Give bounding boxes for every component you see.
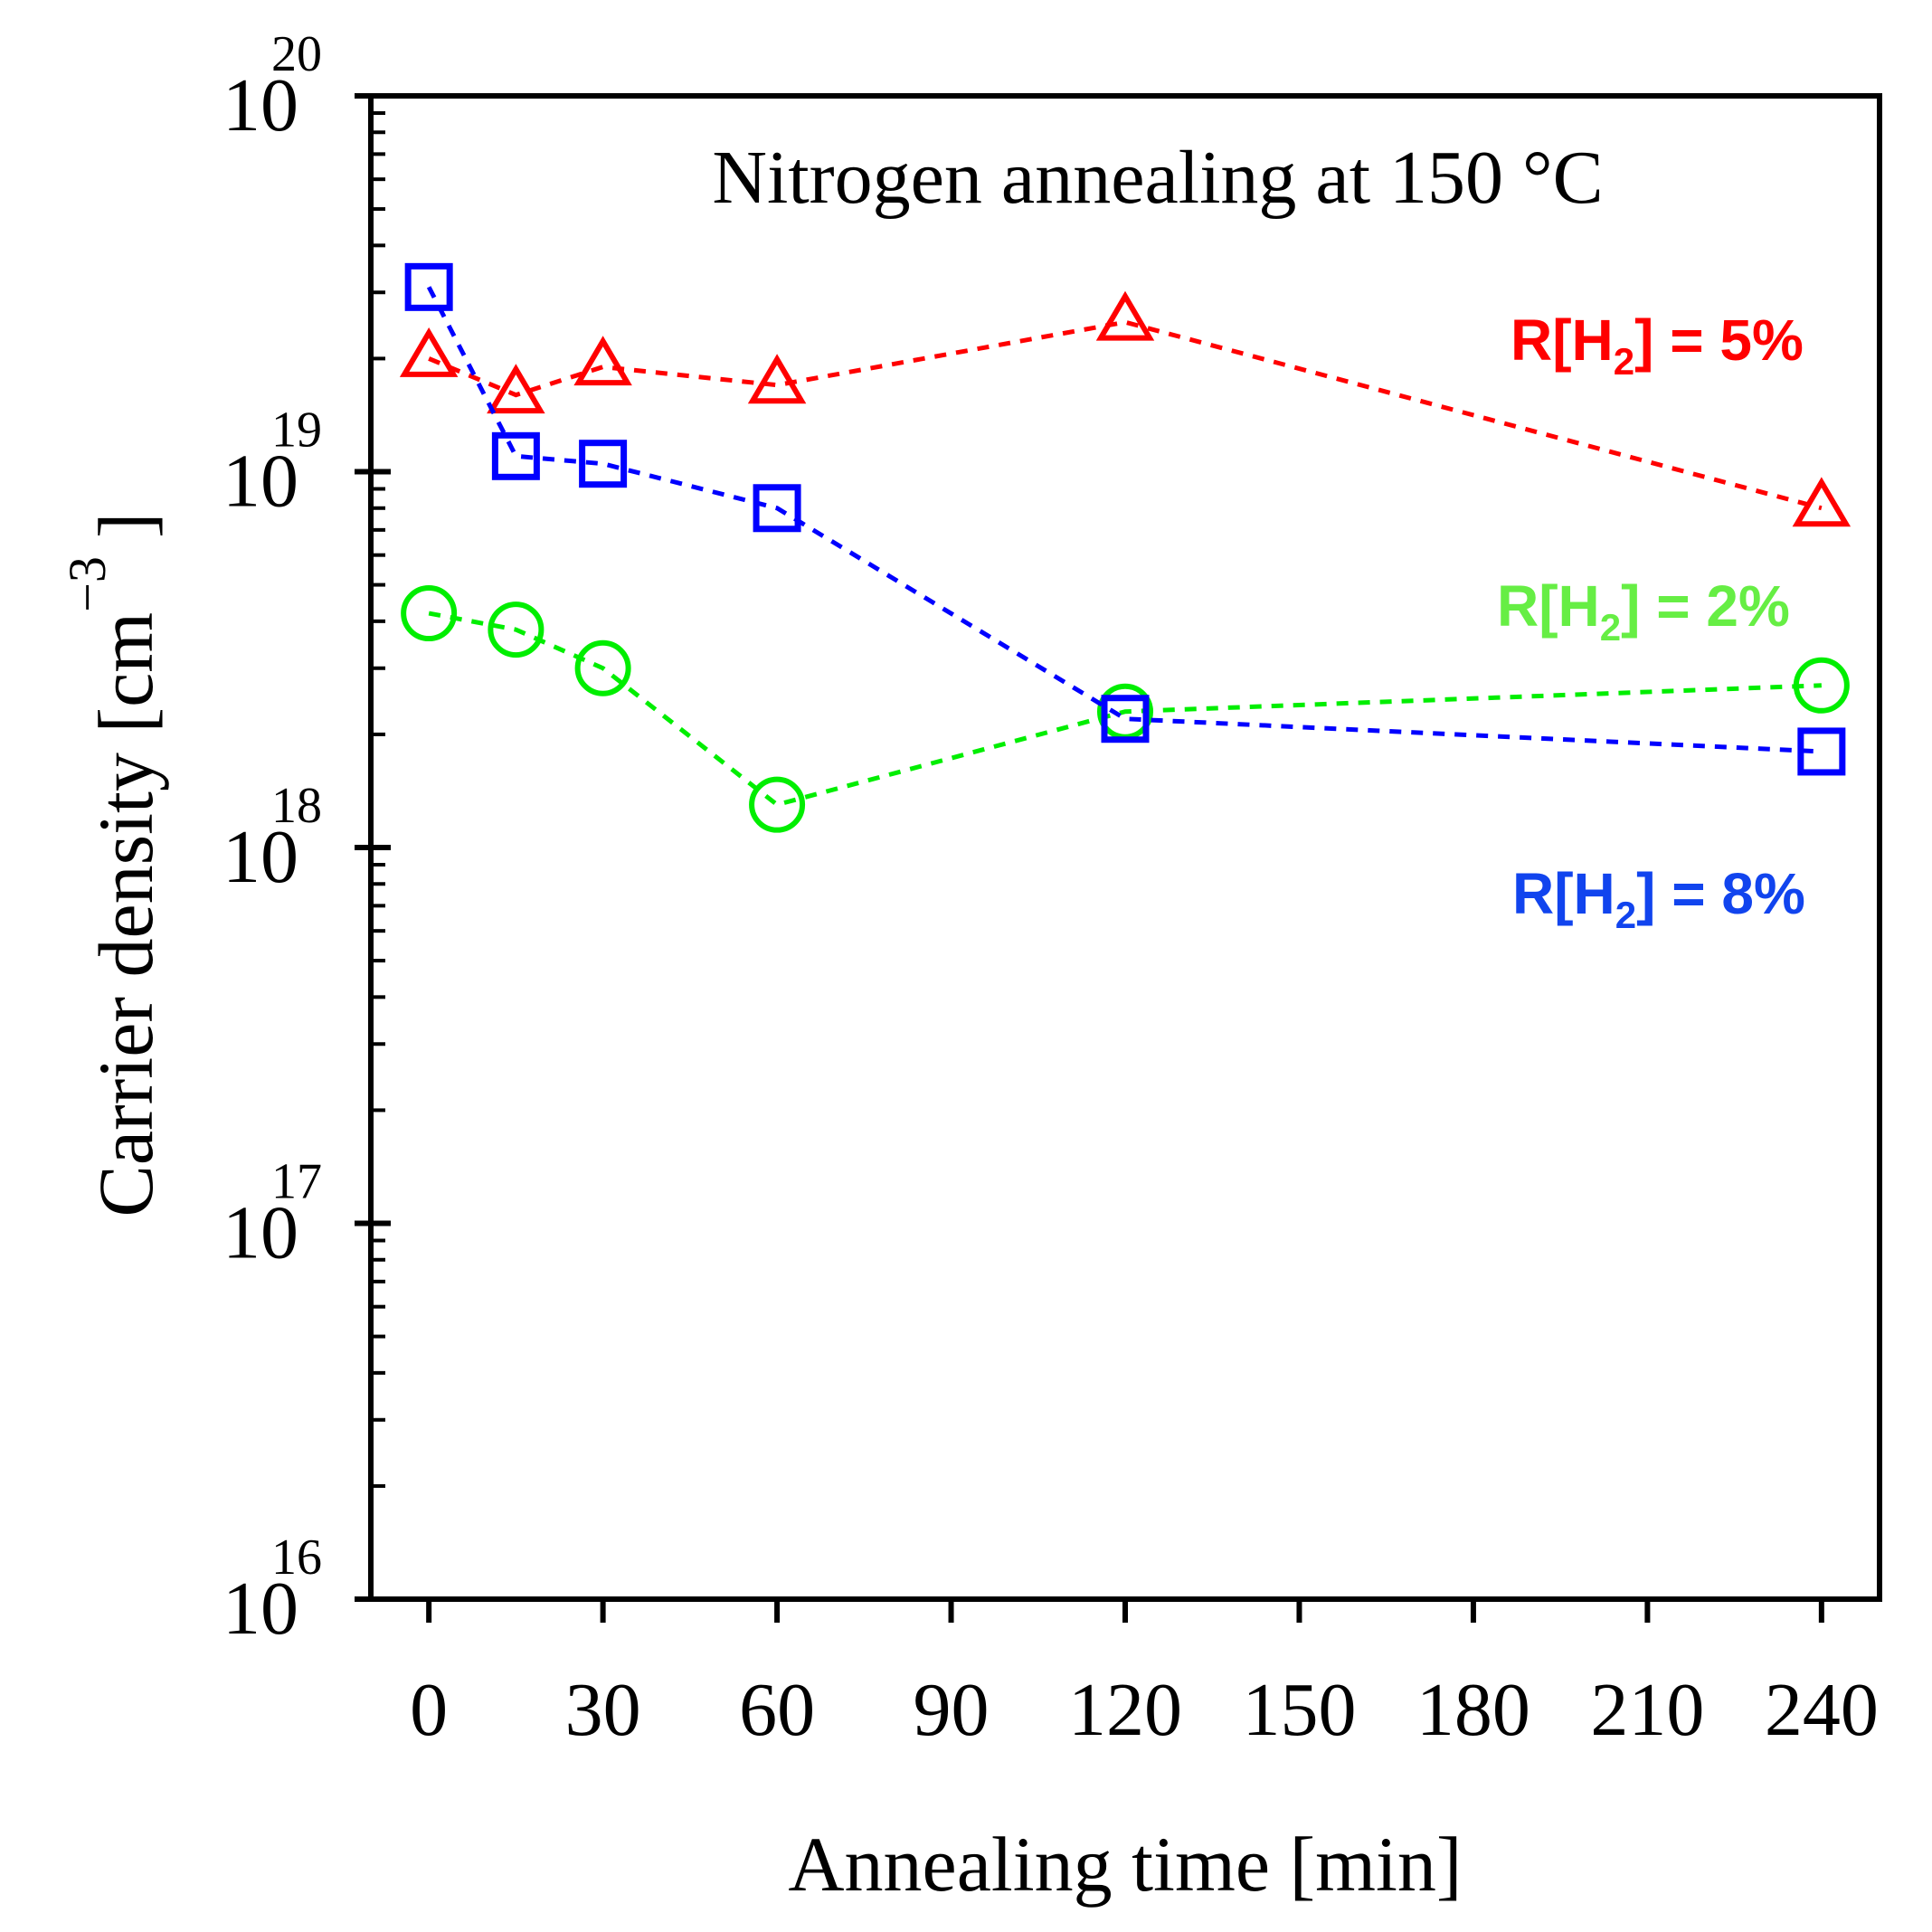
- y-tick-exponent: 16: [271, 1530, 322, 1586]
- y-tick-exponent: 18: [271, 778, 322, 834]
- data-point-square: [404, 262, 453, 311]
- y-tick-label: 10: [223, 1567, 298, 1651]
- data-point-circle: [749, 776, 806, 833]
- data-point-circle: [488, 601, 545, 658]
- x-tick-label: 0: [410, 1668, 448, 1752]
- x-axis-label: Annealing time [min]: [788, 1821, 1462, 1908]
- y-axis-label-exponent: −3: [58, 556, 117, 612]
- data-point-square: [1797, 727, 1846, 776]
- y-tick-label: 10: [223, 815, 298, 899]
- y-tick-exponent: 19: [271, 402, 322, 459]
- series-layer: [399, 262, 1852, 833]
- y-tick-label: 10: [223, 440, 298, 524]
- x-tick-labels: 0 30 60 90 120 150 180 210 240: [410, 1668, 1879, 1752]
- data-point-triangle: [1095, 290, 1155, 341]
- data-point-triangle: [1792, 477, 1852, 527]
- y-tick-exponent: 20: [271, 26, 322, 82]
- data-point-square: [753, 484, 801, 533]
- y-tick-base: 10: [223, 1191, 298, 1275]
- data-point-circle: [574, 639, 631, 696]
- y-axis-label-main: Carrier density [cm: [82, 612, 169, 1217]
- data-point-square: [491, 431, 540, 480]
- series-line: [426, 286, 1822, 754]
- chart-title: Nitrogen annealing at 150 °C: [712, 136, 1603, 220]
- series-label-5pct: R[H2] = 5%: [1511, 308, 1804, 383]
- data-point-square: [579, 440, 628, 488]
- series-label-2pct: R[H2] = 2%: [1497, 573, 1790, 649]
- x-tick-label: 30: [565, 1668, 641, 1752]
- y-axis-label: Carrier density [cm−3]: [58, 512, 169, 1217]
- y-tick-base: 10: [223, 1567, 298, 1651]
- y-tick-base: 10: [223, 63, 298, 147]
- data-point-circle: [401, 585, 458, 642]
- y-tick-exponent: 17: [271, 1154, 322, 1210]
- y-tick-label: 10: [223, 1191, 298, 1275]
- data-point-triangle: [487, 364, 545, 414]
- x-tick-label: 60: [739, 1668, 815, 1752]
- data-point-triangle: [399, 327, 459, 377]
- x-tick-label: 180: [1416, 1668, 1530, 1752]
- y-tick-label: 10: [223, 63, 298, 147]
- plot-frame: [368, 93, 1882, 1602]
- data-point-circle: [1793, 657, 1850, 714]
- y-axis-label-close: ]: [82, 512, 169, 538]
- series-line: [428, 611, 1822, 808]
- x-tick-label: 120: [1068, 1668, 1182, 1752]
- x-tick-label: 150: [1242, 1668, 1356, 1752]
- y-tick-base: 10: [223, 815, 298, 899]
- data-point-square: [1101, 695, 1150, 743]
- data-point-triangle: [747, 354, 807, 404]
- x-tick-label: 240: [1765, 1668, 1879, 1752]
- data-point-triangle: [573, 336, 632, 386]
- series-label-8pct: R[H2] = 8%: [1512, 861, 1805, 936]
- series-line: [428, 319, 1823, 511]
- x-tick-label: 210: [1590, 1668, 1704, 1752]
- x-tick-label: 90: [914, 1668, 990, 1752]
- y-tick-base: 10: [223, 440, 298, 524]
